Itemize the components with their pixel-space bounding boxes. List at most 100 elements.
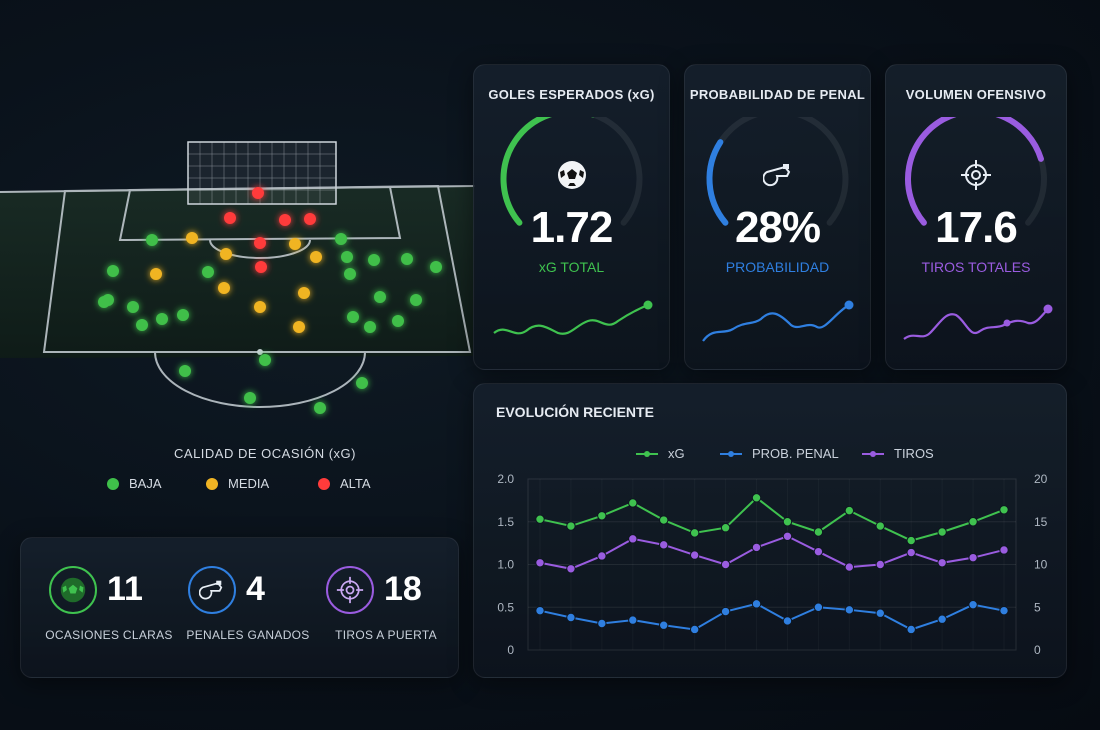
legend-swatch — [862, 450, 884, 457]
legend-swatch — [720, 450, 742, 457]
data-point[interactable] — [597, 551, 607, 561]
data-point[interactable] — [999, 545, 1009, 555]
data-point[interactable] — [968, 599, 978, 610]
shot-dot — [392, 315, 404, 327]
legend-dot — [206, 477, 218, 490]
data-point[interactable] — [844, 605, 855, 615]
data-point[interactable] — [968, 552, 978, 563]
data-point[interactable] — [628, 615, 638, 625]
data-point[interactable] — [751, 542, 762, 553]
shot-dot — [341, 251, 353, 263]
data-point[interactable] — [813, 546, 824, 557]
shot-dot — [150, 268, 162, 280]
data-point[interactable] — [968, 517, 978, 527]
stat-value: 11 — [107, 570, 143, 608]
data-point[interactable] — [813, 527, 824, 537]
shot-dot — [401, 253, 413, 265]
chart-title: EVOLUCIÓN RECIENTE — [496, 404, 654, 420]
data-point[interactable] — [720, 606, 731, 617]
data-point[interactable] — [535, 605, 545, 616]
y-tick-right: 15 — [1034, 515, 1048, 529]
kpi-subtitle: PROBABILIDAD — [725, 259, 830, 275]
target-icon — [960, 159, 992, 196]
data-point[interactable] — [782, 517, 793, 527]
gauge-ring — [706, 117, 849, 226]
data-point[interactable] — [566, 612, 576, 623]
shot-dot — [430, 261, 442, 273]
kpi-value: 28% — [734, 203, 821, 252]
target-icon — [326, 566, 374, 614]
y-tick-left: 1.0 — [497, 558, 514, 572]
shot-dot — [298, 287, 310, 299]
shot-dot — [254, 237, 266, 249]
plot-frame — [527, 478, 1017, 651]
data-point[interactable] — [813, 602, 824, 612]
gauge-fill — [905, 117, 1044, 226]
y-tick-right: 20 — [1034, 472, 1048, 486]
data-point[interactable] — [906, 535, 916, 546]
data-point[interactable] — [751, 599, 762, 609]
data-point[interactable] — [751, 493, 762, 503]
data-point[interactable] — [659, 620, 669, 630]
shot-dot — [244, 392, 256, 404]
data-point[interactable] — [937, 527, 947, 537]
stats-summary-card: 11 OCASIONES CLARAS 4 PENALES GANADOS 18… — [20, 537, 459, 678]
stat-label: PENALES GANADOS — [186, 628, 310, 642]
kpi-subtitle: xG TOTAL — [538, 259, 605, 275]
data-point[interactable] — [689, 550, 700, 560]
data-point[interactable] — [566, 521, 576, 531]
shot-dot — [252, 187, 264, 199]
data-point[interactable] — [689, 624, 700, 635]
shot-dot — [156, 313, 168, 325]
kpi-card-volumen[interactable]: VOLUMEN OFENSIVO 17.6 TIROS TOTALES — [885, 64, 1067, 370]
shot-dot — [279, 214, 291, 226]
data-point[interactable] — [844, 505, 855, 516]
legend-dot — [318, 477, 330, 490]
data-point[interactable] — [999, 605, 1009, 616]
series-line — [539, 496, 1005, 542]
chart-legend-penal[interactable]: PROB. PENAL — [720, 446, 839, 461]
evolution-chart-card: EVOLUCIÓN RECIENTE xG PROB. PENAL TIROS … — [473, 383, 1067, 678]
data-point[interactable] — [689, 528, 700, 538]
data-point[interactable] — [999, 505, 1009, 515]
kpi-value: 1.72 — [530, 203, 614, 252]
data-point[interactable] — [937, 614, 947, 624]
data-point[interactable] — [535, 558, 545, 568]
legend-label: MEDIA — [228, 476, 270, 491]
data-point[interactable] — [875, 608, 885, 618]
legend-swatch — [636, 450, 658, 457]
shot-dot — [254, 301, 266, 313]
data-point[interactable] — [875, 559, 885, 570]
data-point[interactable] — [720, 559, 731, 570]
chart-legend-xg[interactable]: xG — [636, 446, 685, 461]
data-point[interactable] — [597, 618, 607, 629]
shot-map — [0, 120, 475, 420]
kpi-title: PROBABILIDAD DE PENAL — [689, 87, 866, 102]
data-point[interactable] — [906, 547, 916, 558]
data-point[interactable] — [628, 534, 638, 544]
shot-dot — [364, 321, 376, 333]
data-point[interactable] — [535, 514, 545, 524]
kpi-title: VOLUMEN OFENSIVO — [905, 87, 1047, 102]
data-point[interactable] — [782, 616, 793, 626]
kpi-card-penal[interactable]: PROBABILIDAD DE PENAL 28% PROBABILIDAD — [684, 64, 871, 370]
data-point[interactable] — [597, 511, 607, 521]
kpi-card-xg[interactable]: GOLES ESPERADOS (xG) 1.72 xG TOTAL — [473, 64, 670, 370]
shot-dot — [344, 268, 356, 280]
data-point[interactable] — [844, 562, 855, 572]
gauge-fill — [706, 139, 729, 226]
data-point[interactable] — [720, 523, 731, 533]
kpi-subtitle: TIROS TOTALES — [921, 259, 1031, 275]
data-point[interactable] — [659, 540, 669, 550]
legend-dot — [107, 477, 119, 490]
data-point[interactable] — [566, 564, 576, 574]
data-point[interactable] — [875, 521, 885, 531]
shot-dot — [293, 321, 305, 333]
data-point[interactable] — [906, 624, 916, 635]
data-point[interactable] — [628, 498, 638, 508]
data-point[interactable] — [782, 531, 793, 541]
chart-legend-tiros[interactable]: TIROS — [862, 446, 934, 461]
data-point[interactable] — [937, 558, 947, 568]
legend-item-media: MEDIA — [206, 476, 269, 491]
data-point[interactable] — [659, 515, 669, 525]
